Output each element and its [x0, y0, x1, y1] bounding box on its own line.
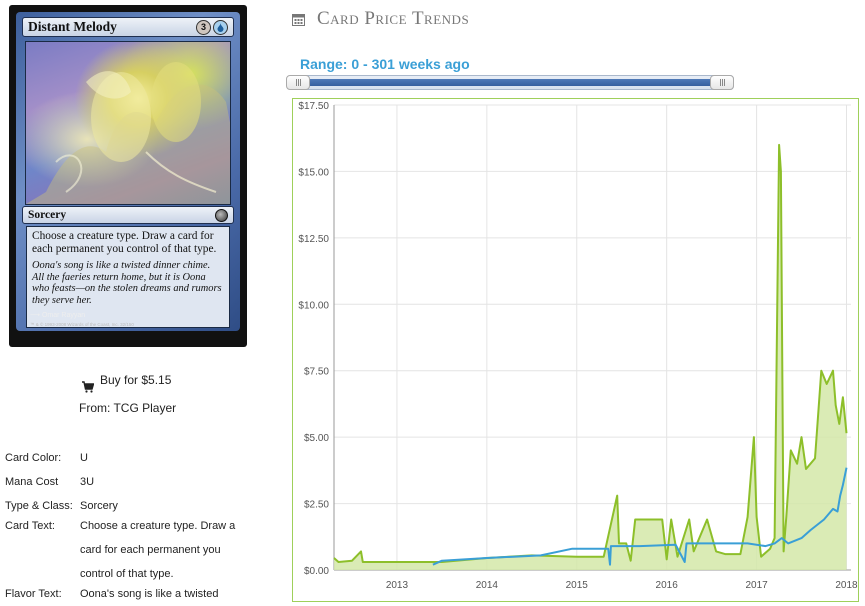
detail-label: Type & Class:: [5, 500, 73, 512]
card-image: Distant Melody 3 Sorcery Choose: [9, 5, 247, 347]
y-tick-label: $10.00: [298, 300, 329, 311]
x-tick-label: 2018: [835, 580, 858, 591]
detail-label: Flavor Text:: [5, 588, 62, 600]
mana-symbol-blue: [213, 19, 228, 35]
y-tick-label: $12.50: [298, 234, 329, 245]
detail-row-flavor-text: Flavor Text: Oona's song is like a twist…: [5, 582, 252, 606]
card-frame: Distant Melody 3 Sorcery Choose: [16, 12, 240, 331]
card-text-box: Choose a creature type. Draw a card for …: [26, 226, 230, 328]
chart-frame: [292, 98, 859, 602]
x-tick-label: 2016: [656, 580, 679, 591]
card-type-line: Sorcery: [28, 209, 67, 221]
buy-block: Buy for $5.15: [82, 373, 172, 393]
detail-row-color: Card Color: U: [5, 446, 252, 470]
series-0-line: [333, 143, 848, 563]
card-legal-text: ™ & © 1993-2008 Wizards of the Coast, In…: [30, 322, 134, 327]
detail-value: U: [80, 452, 88, 464]
panel-header: Card Price Trends: [292, 8, 469, 30]
plot-area: [334, 105, 851, 570]
paintbrush-icon: ⟶: [30, 312, 42, 319]
set-symbol-icon: [215, 208, 228, 222]
x-tick-label: 2013: [386, 580, 409, 591]
card-artist: ⟶ Omar Rayyan: [30, 311, 85, 319]
price-trend-chart: $0.00 $2.50 $5.00 $7.50 $10.00 $12.50 $15.00 $1…: [298, 101, 858, 591]
detail-row-mana-cost: Mana Cost 3U: [5, 470, 252, 494]
card-type-bar: Sorcery: [22, 206, 234, 224]
detail-value: Oona's song is like a twisted: [80, 588, 219, 600]
card-rules-text: Choose a creature type. Draw a card for …: [32, 230, 217, 255]
y-tick-label: $17.50: [298, 101, 329, 112]
range-slider-handle-min[interactable]: [286, 75, 310, 90]
x-tick-label: 2015: [566, 580, 589, 591]
y-tick-label: $5.00: [304, 433, 329, 444]
x-tick-label: 2014: [476, 580, 499, 591]
x-tick-label: 2017: [745, 580, 768, 591]
detail-label: Card Color:: [5, 452, 62, 464]
range-label: Range: 0 - 301 weeks ago: [300, 56, 470, 72]
y-tick-label: $7.50: [304, 367, 329, 378]
detail-value: Choose a creature type. Draw a card for …: [80, 520, 236, 580]
card-name: Distant Melody: [28, 19, 117, 34]
detail-value: Sorcery: [80, 500, 118, 512]
card-artist-name: Omar Rayyan: [41, 312, 86, 319]
card-mana-cost: 3: [196, 19, 228, 35]
detail-label: Card Text:: [5, 520, 55, 532]
panel-title: Card Price Trends: [317, 8, 470, 29]
card-title-bar: Distant Melody 3: [22, 17, 234, 37]
detail-label: Mana Cost: [5, 476, 59, 488]
seller-label: From: TCG Player: [79, 401, 177, 415]
series-0-area: [334, 144, 847, 570]
shopping-cart-icon: [82, 381, 94, 393]
card-artwork: [25, 41, 231, 205]
card-flavor-text: Oona's song is like a twisted dinner chi…: [32, 260, 222, 306]
y-tick-label: $0.00: [304, 566, 329, 577]
detail-row-type: Type & Class: Sorcery: [5, 494, 252, 518]
series-1-line: [432, 467, 848, 566]
range-slider-selection: [298, 79, 722, 86]
mana-symbol-generic: 3: [196, 19, 211, 35]
range-slider-handle-max[interactable]: [710, 75, 734, 90]
detail-row-card-text: Card Text: Choose a creature type. Draw …: [5, 514, 252, 586]
y-tick-label: $15.00: [298, 167, 329, 178]
y-tick-label: $2.50: [304, 500, 329, 511]
buy-link[interactable]: Buy for $5.15: [100, 373, 172, 387]
calendar-icon: [292, 13, 305, 26]
detail-value: 3U: [80, 476, 95, 488]
